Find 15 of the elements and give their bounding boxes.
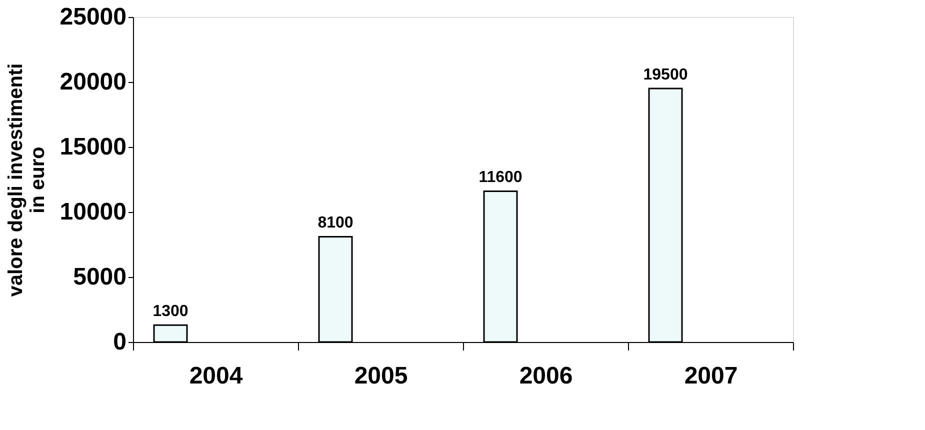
x-tick-label: 2005 — [354, 362, 408, 390]
x-tick-label: 2004 — [189, 362, 244, 390]
data-label: 11600 — [478, 169, 522, 186]
y-tick-label: 0 — [113, 328, 126, 356]
y-tick-label: 20000 — [60, 68, 126, 96]
y-axis-title: valore degli investimenti in euro — [4, 63, 49, 297]
y-tick-label: 10000 — [60, 198, 126, 226]
y-tick-label: 25000 — [60, 4, 126, 30]
data-label: 19500 — [643, 66, 688, 84]
data-label: 1300 — [152, 303, 188, 320]
y-tick-label: 5000 — [73, 264, 126, 290]
data-label: 8100 — [318, 214, 354, 232]
x-tick-label: 2007 — [684, 362, 738, 390]
x-tick-label: 2006 — [519, 362, 573, 390]
y-tick-label: 15000 — [60, 134, 126, 160]
